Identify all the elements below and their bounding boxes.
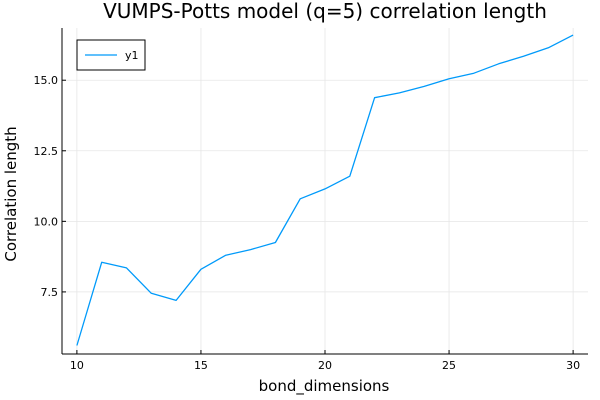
- x-tick-label: 20: [318, 359, 332, 372]
- x-tick-label: 25: [442, 359, 456, 372]
- y-tick-label: 12.5: [34, 145, 59, 158]
- series-lines: [76, 34, 574, 346]
- y-tick-label: 7.5: [41, 286, 59, 299]
- y-tick-label: 10.0: [34, 215, 59, 228]
- legend: y1: [76, 39, 146, 71]
- legend-label-y1: y1: [125, 49, 139, 62]
- x-ticks: 10 15 20 25 30: [70, 350, 580, 372]
- x-axis-label: bond_dimensions: [259, 377, 390, 396]
- y-tick-label: 15.0: [34, 74, 59, 87]
- grid-lines: [62, 28, 588, 354]
- x-tick-label: 10: [70, 359, 84, 372]
- x-tick-label: 15: [194, 359, 208, 372]
- chart-title: VUMPS-Potts model (q=5) correlation leng…: [103, 0, 547, 23]
- y-axis-label: Correlation length: [2, 126, 20, 261]
- y-ticks: 7.5 10.0 12.5 15.0: [34, 74, 66, 299]
- series-line-y1: [76, 34, 574, 346]
- x-tick-label: 30: [566, 359, 580, 372]
